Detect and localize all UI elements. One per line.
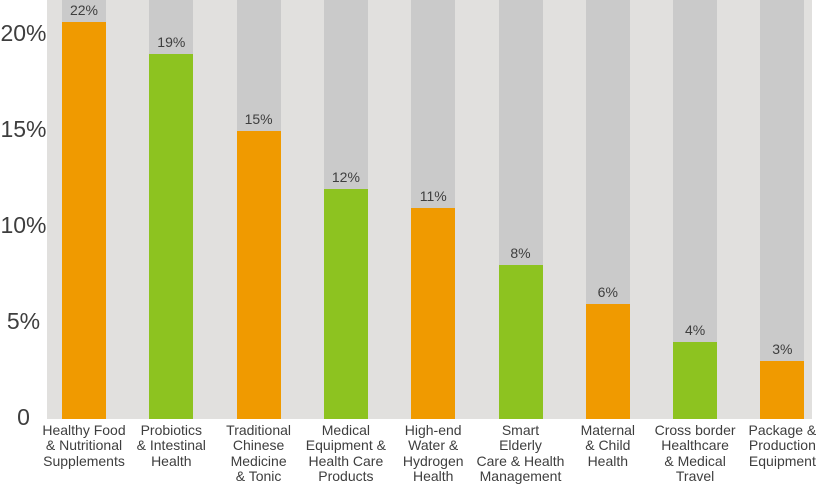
bar	[323, 188, 368, 419]
x-axis-labels: Healthy Food & Nutritional Supplements Pr…	[42, 422, 820, 485]
y-axis-tick-label: 20%	[0, 20, 47, 46]
category-label: Smart Elderly Care & Health Management	[476, 422, 565, 485]
bar	[498, 265, 543, 419]
y-axis-tick-label: 5%	[6, 308, 41, 334]
bar-column: 8%	[498, 0, 543, 419]
bar-column: 12%	[323, 0, 368, 419]
bar-value-label: 11%	[419, 187, 447, 204]
bar-column: 15%	[236, 0, 281, 419]
bar	[149, 54, 194, 419]
category-label: Medical Equipment & Health Care Products	[305, 422, 386, 485]
bar	[760, 361, 805, 419]
category-label: Maternal & Child Health	[580, 422, 636, 469]
category-label: Package & Production Equipment	[748, 422, 817, 469]
bar	[62, 22, 106, 419]
category-label: Traditional Chinese Medicine & Tonic	[226, 422, 292, 485]
bar-value-label: 22%	[69, 2, 99, 18]
category-label: Probiotics & Intestinal Health	[136, 422, 206, 469]
bar-value-label: 6%	[597, 283, 618, 300]
plot-area: 22% 19% 15% 12% 11% 8% 6% 4% 3%	[47, 0, 812, 419]
y-axis-tick-label: 10%	[0, 212, 47, 238]
bar-column: 3%	[760, 0, 805, 419]
bar	[236, 131, 281, 419]
bar-value-label: 19%	[157, 34, 186, 51]
bar-value-label: 8%	[510, 245, 531, 262]
bar-value-label: 15%	[244, 111, 273, 127]
category-label: Healthy Food & Nutritional Supplements	[42, 422, 126, 469]
bar-column: 11%	[411, 0, 456, 419]
y-axis-tick-label: 0	[17, 404, 30, 430]
bar-track	[760, 0, 805, 419]
bar-value-label: 3%	[772, 341, 793, 358]
bar-column: 6%	[585, 0, 630, 419]
bar-column: 4%	[673, 0, 718, 419]
y-axis: 20% 15% 10% 5% 0	[0, 0, 47, 430]
bar-value-label: 12%	[331, 168, 360, 185]
category-label: Cross border Healthcare & Medical Travel	[654, 422, 736, 485]
bar	[411, 207, 456, 419]
bar	[585, 303, 630, 419]
bar	[673, 342, 718, 419]
category-label: High-end Water & Hydrogen Health	[402, 422, 464, 485]
y-axis-tick-label: 15%	[0, 116, 47, 142]
bar-column: 19%	[149, 0, 194, 419]
bar-column: 22%	[62, 0, 106, 419]
bar-value-label: 4%	[684, 322, 706, 339]
